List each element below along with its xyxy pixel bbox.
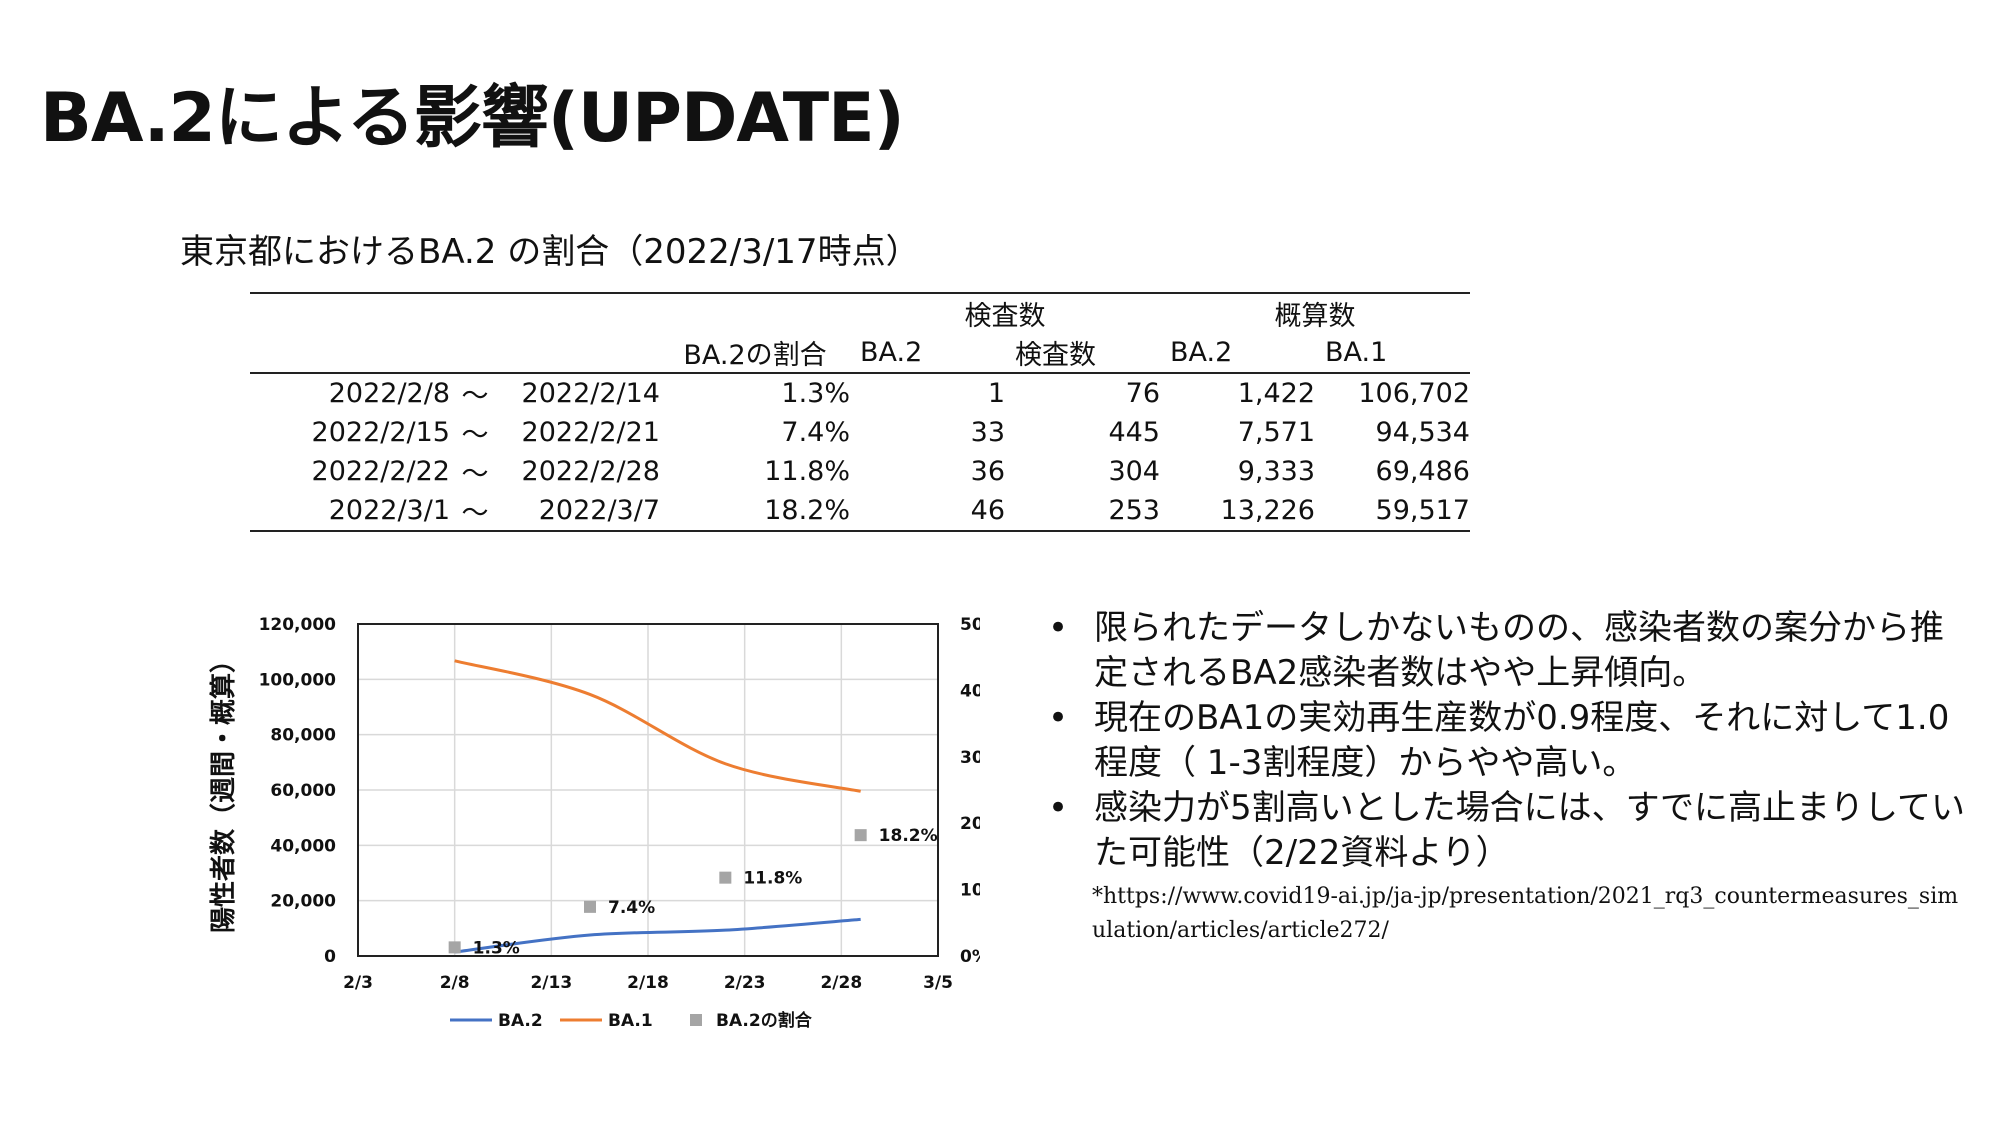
x-tick-label: 2/28: [820, 973, 862, 993]
row-tilde: ～: [461, 420, 489, 451]
row-end-date: 2022/2/28: [521, 456, 660, 487]
legend-label: BA.2の割合: [716, 1010, 813, 1031]
table-caption: 東京都におけるBA.2 の割合（2022/3/17時点）: [180, 232, 920, 272]
plot-area-frame: [357, 623, 939, 957]
row-est-ba2: 1,422: [1237, 378, 1315, 409]
y-right-tick-label: 20%: [960, 814, 980, 834]
bullet-marker: •: [1048, 698, 1069, 738]
series-line-ba1: [454, 659, 861, 793]
row-tests: 253: [1005, 491, 1160, 532]
col-header-est-ba2: BA.2: [1160, 333, 1315, 374]
ba2-ba1-line-chart: 0 20,000 40,000 60,000 80,000 100,000 120,000 2…: [208, 615, 980, 1031]
row-est-ba2: 9,333: [1237, 456, 1315, 487]
row-end-date: 2022/2/14: [521, 378, 660, 409]
row-ba2: 36: [970, 456, 1005, 487]
row-est-ba2: 13,226: [1160, 491, 1315, 532]
row-ratio: 11.8%: [764, 456, 850, 487]
ratio-point: [854, 829, 867, 842]
legend-label: BA.2: [498, 1011, 543, 1031]
ratio-point: [448, 941, 461, 954]
row-ba2: 33: [970, 417, 1005, 448]
y-right-tick-label: 30%: [960, 748, 980, 768]
x-tick-label: 2/23: [724, 973, 766, 993]
col-header-est-ba1: BA.1: [1315, 333, 1470, 374]
row-tests: 304: [1108, 456, 1160, 487]
x-tick-label: 2/3: [343, 973, 373, 993]
row-est-ba2: 7,571: [1237, 417, 1315, 448]
y-left-tick-label: 40,000: [270, 836, 336, 856]
col-header-tests: 検査数: [1005, 333, 1160, 374]
col-header-ba2: BA.2: [850, 333, 1005, 374]
row-ba2: 46: [850, 491, 1005, 532]
x-tick-label: 3/5: [923, 973, 953, 993]
row-start-date: 2022/2/15: [311, 417, 450, 448]
row-start-date: 2022/2/8: [328, 378, 450, 409]
group-header-estimates: 概算数: [1160, 292, 1470, 333]
row-tests: 76: [1125, 378, 1160, 409]
ratio-data-label: 11.8%: [743, 869, 802, 889]
legend-label: BA.1: [608, 1011, 653, 1031]
row-start-date: 2022/2/22: [311, 456, 450, 487]
row-tilde: ～: [461, 381, 489, 412]
row-ratio: 7.4%: [781, 417, 850, 448]
ratio-point: [719, 871, 732, 884]
row-ratio: 1.3%: [781, 378, 850, 409]
y-left-tick-label: 0: [324, 947, 336, 967]
y-left-tick-label: 60,000: [270, 781, 336, 801]
bullet-list: • 限られたデータしかないものの、感染者数の案分から推定されるBA2感染者数はやや…: [1048, 606, 1968, 876]
y-right-tick-label: 40%: [960, 681, 980, 701]
y-left-tick-label: 120,000: [259, 615, 337, 635]
bullet-item: • 感染力が5割高いとした場合には、すでに高止まりしていた可能性（2/22資料より…: [1048, 788, 1965, 873]
x-tick-label: 2/8: [440, 973, 470, 993]
table-row: 2022/3/1 ～ 2022/3/7 18.2% 46 253 13,226 …: [250, 491, 1470, 532]
ba2-ratio-table: 検査数 概算数 BA.2の割合 BA.2 検査数 BA.2 BA.1 2022/…: [250, 292, 1470, 532]
y-left-tick-label: 100,000: [259, 670, 337, 690]
ratio-point: [584, 900, 596, 913]
ratio-data-label: 18.2%: [879, 826, 938, 846]
ratio-data-label: 1.3%: [473, 938, 520, 958]
row-tilde: ～: [450, 491, 500, 532]
row-est-ba1: 69,486: [1375, 456, 1470, 487]
x-tick-label: 2/13: [530, 973, 572, 993]
x-tick-label: 2/18: [627, 973, 669, 993]
y-axis-title: 陽性者数（週間・概算）: [208, 647, 239, 933]
row-est-ba1: 106,702: [1358, 378, 1470, 409]
series-line-ba2: [454, 917, 861, 954]
bullet-marker: •: [1048, 788, 1069, 828]
group-header-tests: 検査数: [850, 292, 1160, 333]
row-tests: 445: [1108, 417, 1160, 448]
row-ba2: 1: [987, 378, 1005, 409]
bullet-item: • 限られたデータしかないものの、感染者数の案分から推定されるBA2感染者数はやや…: [1048, 608, 1944, 693]
slide-title: BA.2による影響(UPDATE): [40, 79, 905, 158]
table-row: 2022/2/15 ～ 2022/2/21 7.4% 33 445 7,571 …: [250, 413, 1470, 452]
col-header-ratio: BA.2の割合: [660, 333, 850, 374]
row-tilde: ～: [461, 459, 489, 490]
y-right-tick-label: 50%: [960, 615, 980, 635]
bullet-item: • 現在のBA1の実効再生産数が0.9程度、それに対して1.0程度（ 1-3割程度…: [1048, 698, 1950, 783]
row-end-date: 2022/3/7: [500, 491, 660, 532]
bullet-marker: •: [1048, 608, 1069, 648]
ratio-data-label: 7.4%: [608, 898, 655, 918]
row-est-ba1: 94,534: [1375, 417, 1470, 448]
y-left-tick-label: 80,000: [270, 726, 336, 746]
row-end-date: 2022/2/21: [521, 417, 660, 448]
row-est-ba1: 59,517: [1315, 491, 1470, 532]
source-footnote: *https://www.covid19-ai.jp/ja-jp/present…: [1092, 884, 1959, 943]
row-ratio: 18.2%: [660, 491, 850, 532]
table-row: 2022/2/22 ～ 2022/2/28 11.8% 36 304 9,333…: [250, 452, 1470, 491]
y-right-tick-label: 0%: [960, 947, 980, 967]
legend-swatch: [690, 1014, 702, 1026]
table-row: 2022/2/8 ～ 2022/2/14 1.3% 1 76 1,422 106…: [250, 373, 1470, 413]
y-right-tick-label: 10%: [960, 881, 980, 901]
y-left-tick-label: 20,000: [270, 892, 336, 912]
row-start-date: 2022/3/1: [250, 491, 450, 532]
